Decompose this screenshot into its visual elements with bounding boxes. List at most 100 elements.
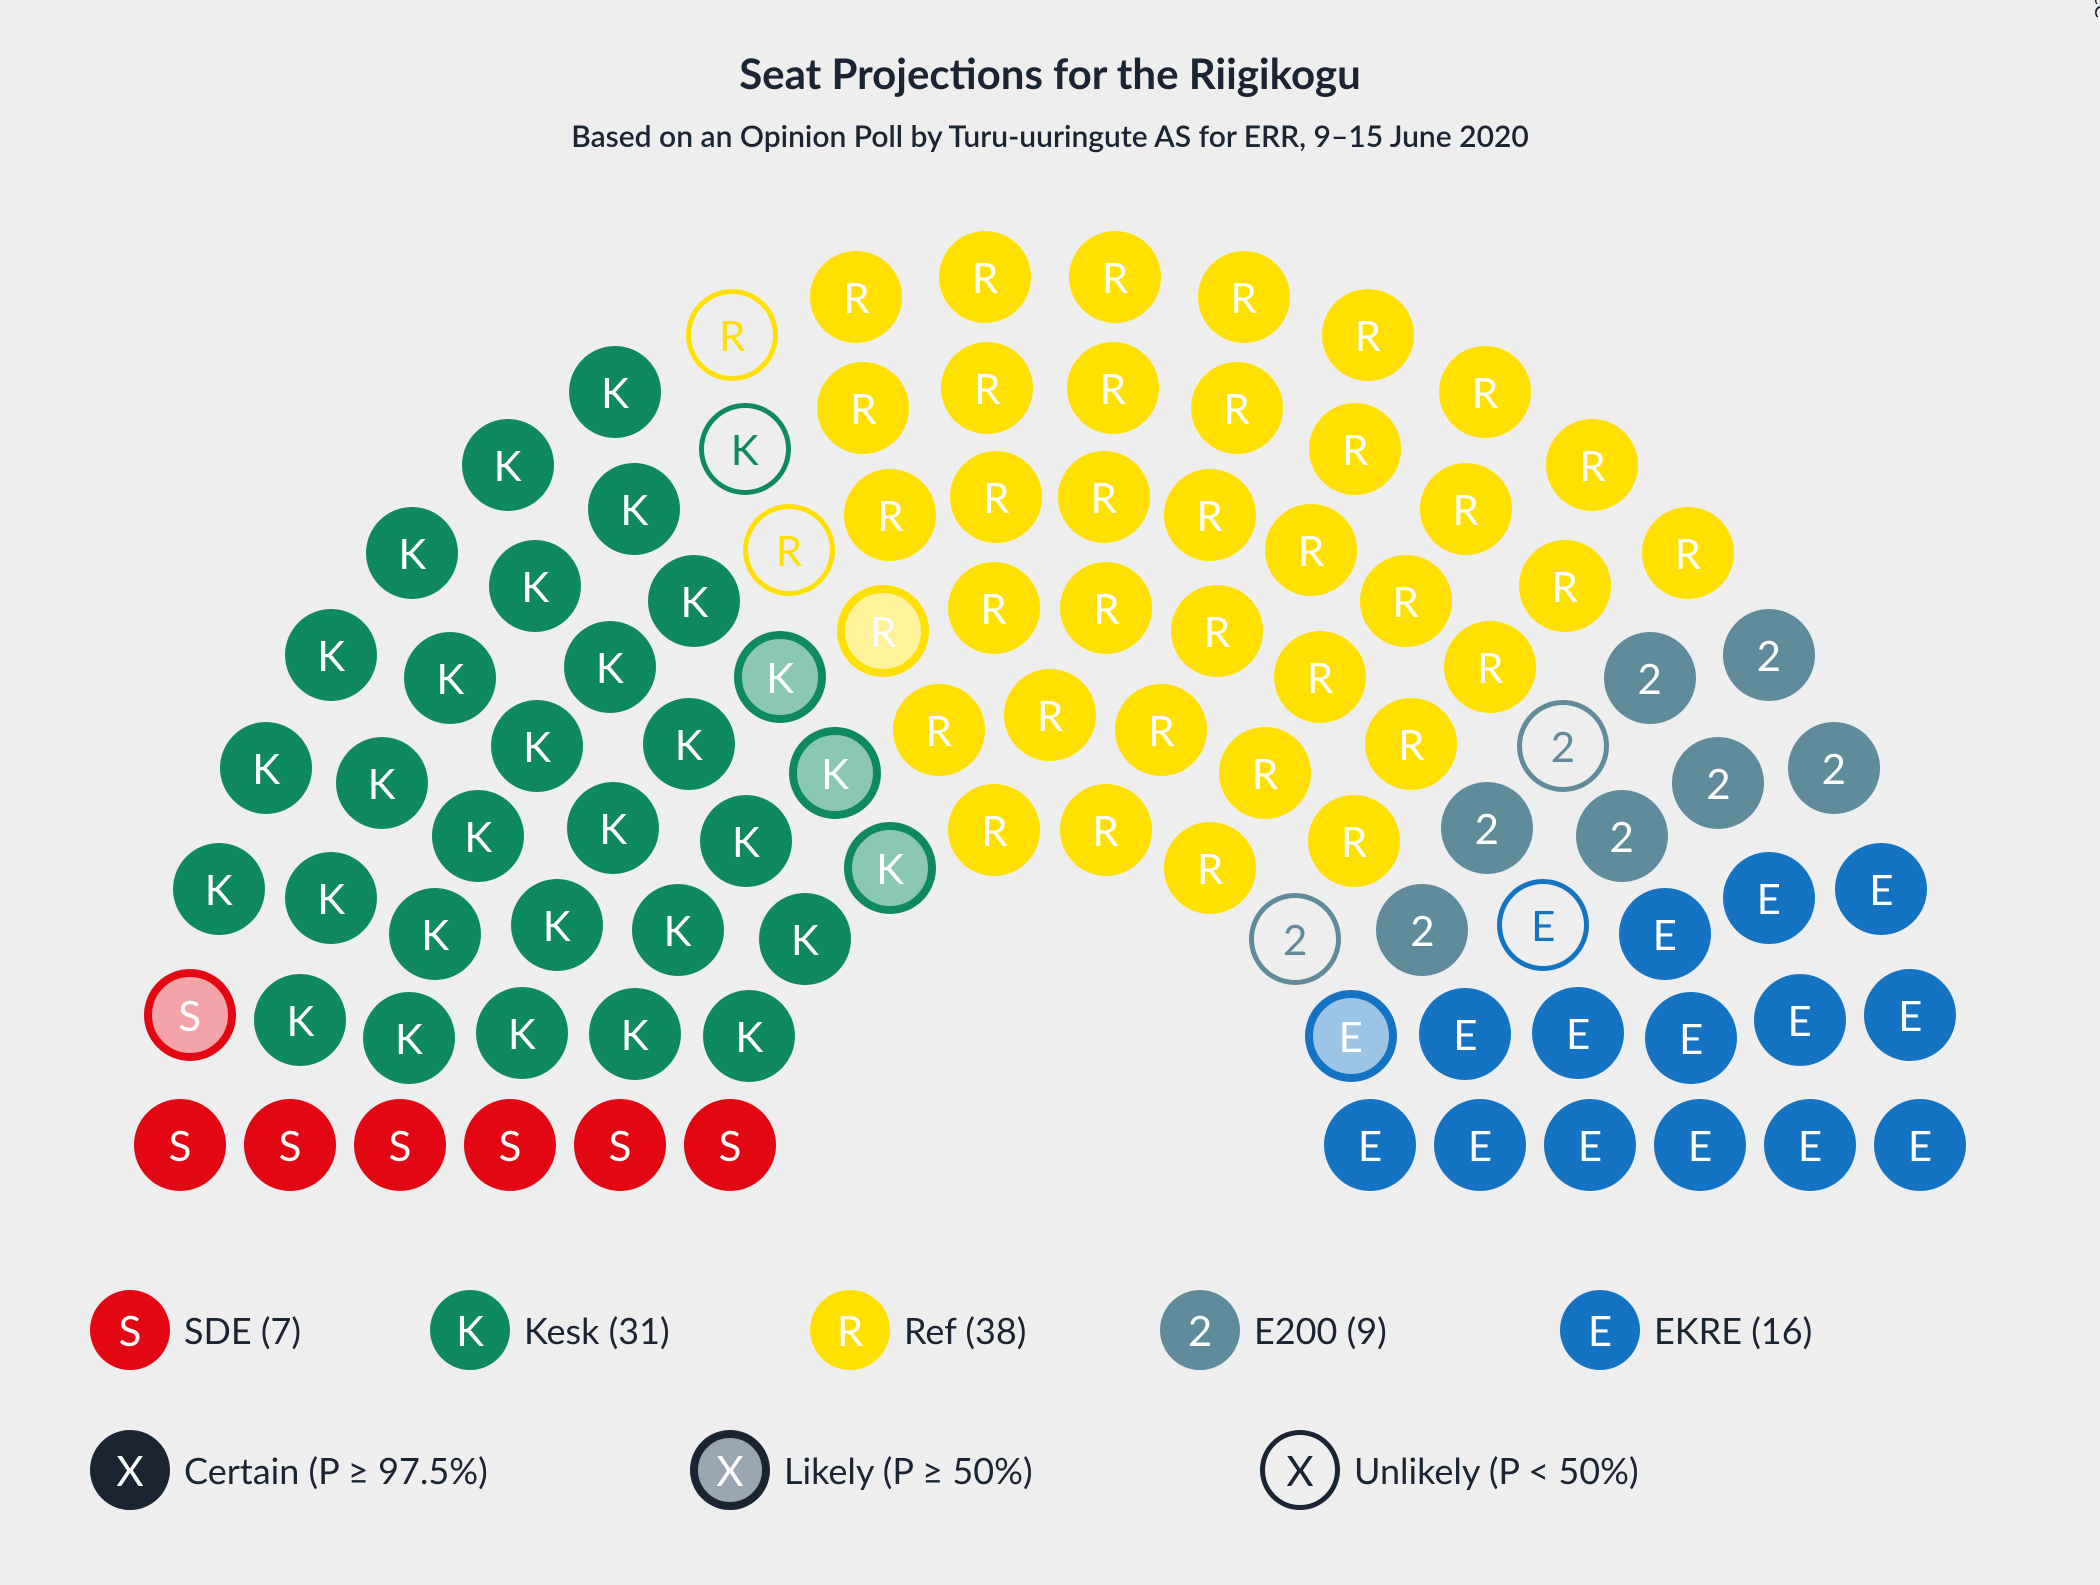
- seat-ref: R: [1060, 784, 1152, 876]
- seat-ref: R: [1365, 698, 1457, 790]
- seat-ref: R: [939, 231, 1031, 323]
- seat-e200: 2: [1788, 722, 1880, 814]
- seat-ref: R: [1219, 727, 1311, 819]
- seat-e200: 2: [1672, 737, 1764, 829]
- seat-ref: R: [1191, 362, 1283, 454]
- seat-ekre: E: [1764, 1099, 1856, 1191]
- legend-swatch: E: [1560, 1290, 1640, 1370]
- seat-ref: R: [1004, 669, 1096, 761]
- seat-e200: 2: [1441, 782, 1533, 874]
- seat-kesk: K: [489, 540, 581, 632]
- seat-ekre: E: [1305, 990, 1397, 1082]
- seat-kesk: K: [643, 698, 735, 790]
- legend-label: Certain (P ≥ 97.5%): [184, 1448, 488, 1492]
- legend-label: Likely (P ≥ 50%): [784, 1448, 1033, 1492]
- seat-ref: R: [1642, 507, 1734, 599]
- credit-text: © 2020 Filip van Laenen, chart produced …: [2090, 0, 2100, 18]
- seat-ref: R: [1546, 419, 1638, 511]
- seat-sde: S: [244, 1099, 336, 1191]
- seat-kesk: K: [703, 990, 795, 1082]
- seat-ref: R: [1265, 504, 1357, 596]
- seat-kesk: K: [366, 507, 458, 599]
- seat-kesk: K: [632, 884, 724, 976]
- seat-ekre: E: [1645, 992, 1737, 1084]
- chart-canvas: Seat Projections for the RiigikoguBased …: [0, 0, 2100, 1585]
- seat-ekre: E: [1874, 1099, 1966, 1191]
- legend-party-sde: SSDE (7): [90, 1290, 301, 1370]
- seat-ref: R: [1439, 346, 1531, 438]
- seat-ref: R: [1198, 251, 1290, 343]
- seat-ekre: E: [1532, 987, 1624, 1079]
- seat-e200: 2: [1517, 700, 1609, 792]
- chart-title: Seat Projections for the Riigikogu: [0, 48, 2100, 98]
- seat-e200: 2: [1576, 790, 1668, 882]
- seat-ref: R: [1322, 289, 1414, 381]
- seat-kesk: K: [285, 852, 377, 944]
- legend-party-ekre: EEKRE (16): [1560, 1290, 1812, 1370]
- seat-kesk: K: [476, 987, 568, 1079]
- seat-ref: R: [1058, 451, 1150, 543]
- legend-swatch: X: [690, 1430, 770, 1510]
- seat-ref: R: [1519, 540, 1611, 632]
- seat-ref: R: [1308, 795, 1400, 887]
- seat-e200: 2: [1723, 609, 1815, 701]
- legend-label: Unlikely (P < 50%): [1354, 1448, 1639, 1492]
- seat-kesk: K: [404, 632, 496, 724]
- legend-swatch: R: [810, 1290, 890, 1370]
- legend-party-e200: 2 E200 (9): [1160, 1290, 1387, 1370]
- legend-party-kesk: K Kesk (31): [430, 1290, 670, 1370]
- seat-ref: R: [950, 451, 1042, 543]
- seat-ref: R: [1274, 631, 1366, 723]
- legend-swatch: K: [430, 1290, 510, 1370]
- seat-kesk: K: [734, 631, 826, 723]
- seat-ekre: E: [1434, 1099, 1526, 1191]
- legend-label: E200 (9): [1254, 1308, 1387, 1352]
- seat-ref: R: [1164, 822, 1256, 914]
- seat-ekre: E: [1835, 843, 1927, 935]
- seat-ref: R: [1115, 684, 1207, 776]
- legend-label: Ref (38): [904, 1308, 1026, 1352]
- seat-kesk: K: [336, 737, 428, 829]
- seat-e200: 2: [1604, 632, 1696, 724]
- legend-label: Kesk (31): [524, 1308, 670, 1352]
- seat-kesk: K: [462, 419, 554, 511]
- seat-kesk: K: [432, 790, 524, 882]
- seat-ref: R: [1420, 463, 1512, 555]
- seat-ref: R: [1060, 562, 1152, 654]
- seat-kesk: K: [173, 843, 265, 935]
- seat-ref: R: [837, 585, 929, 677]
- seat-sde: S: [684, 1099, 776, 1191]
- legend-certainty-unlikely: XUnlikely (P < 50%): [1260, 1430, 1639, 1510]
- seat-ref: R: [844, 469, 936, 561]
- seat-ref: R: [893, 684, 985, 776]
- seat-kesk: K: [759, 893, 851, 985]
- seat-kesk: K: [699, 403, 791, 495]
- seat-ref: R: [686, 289, 778, 381]
- seat-ekre: E: [1497, 879, 1589, 971]
- seat-ref: R: [1171, 585, 1263, 677]
- seat-kesk: K: [648, 555, 740, 647]
- legend-label: SDE (7): [184, 1308, 301, 1352]
- seat-ref: R: [817, 362, 909, 454]
- seat-sde: S: [144, 969, 236, 1061]
- seat-ref: R: [1069, 231, 1161, 323]
- legend-swatch: 2: [1160, 1290, 1240, 1370]
- seat-e200: 2: [1376, 884, 1468, 976]
- seat-sde: S: [464, 1099, 556, 1191]
- seat-ekre: E: [1419, 988, 1511, 1080]
- seat-ref: R: [1444, 621, 1536, 713]
- seat-ekre: E: [1754, 974, 1846, 1066]
- seat-sde: S: [574, 1099, 666, 1191]
- seat-kesk: K: [564, 621, 656, 713]
- seat-kesk: K: [220, 722, 312, 814]
- seat-kesk: K: [491, 700, 583, 792]
- seat-ekre: E: [1864, 969, 1956, 1061]
- seat-kesk: K: [589, 988, 681, 1080]
- seat-kesk: K: [285, 609, 377, 701]
- seat-ekre: E: [1723, 852, 1815, 944]
- seat-sde: S: [354, 1099, 446, 1191]
- seat-ekre: E: [1324, 1099, 1416, 1191]
- seat-kesk: K: [588, 463, 680, 555]
- legend-certainty-likely: X Likely (P ≥ 50%): [690, 1430, 1033, 1510]
- seat-ref: R: [948, 784, 1040, 876]
